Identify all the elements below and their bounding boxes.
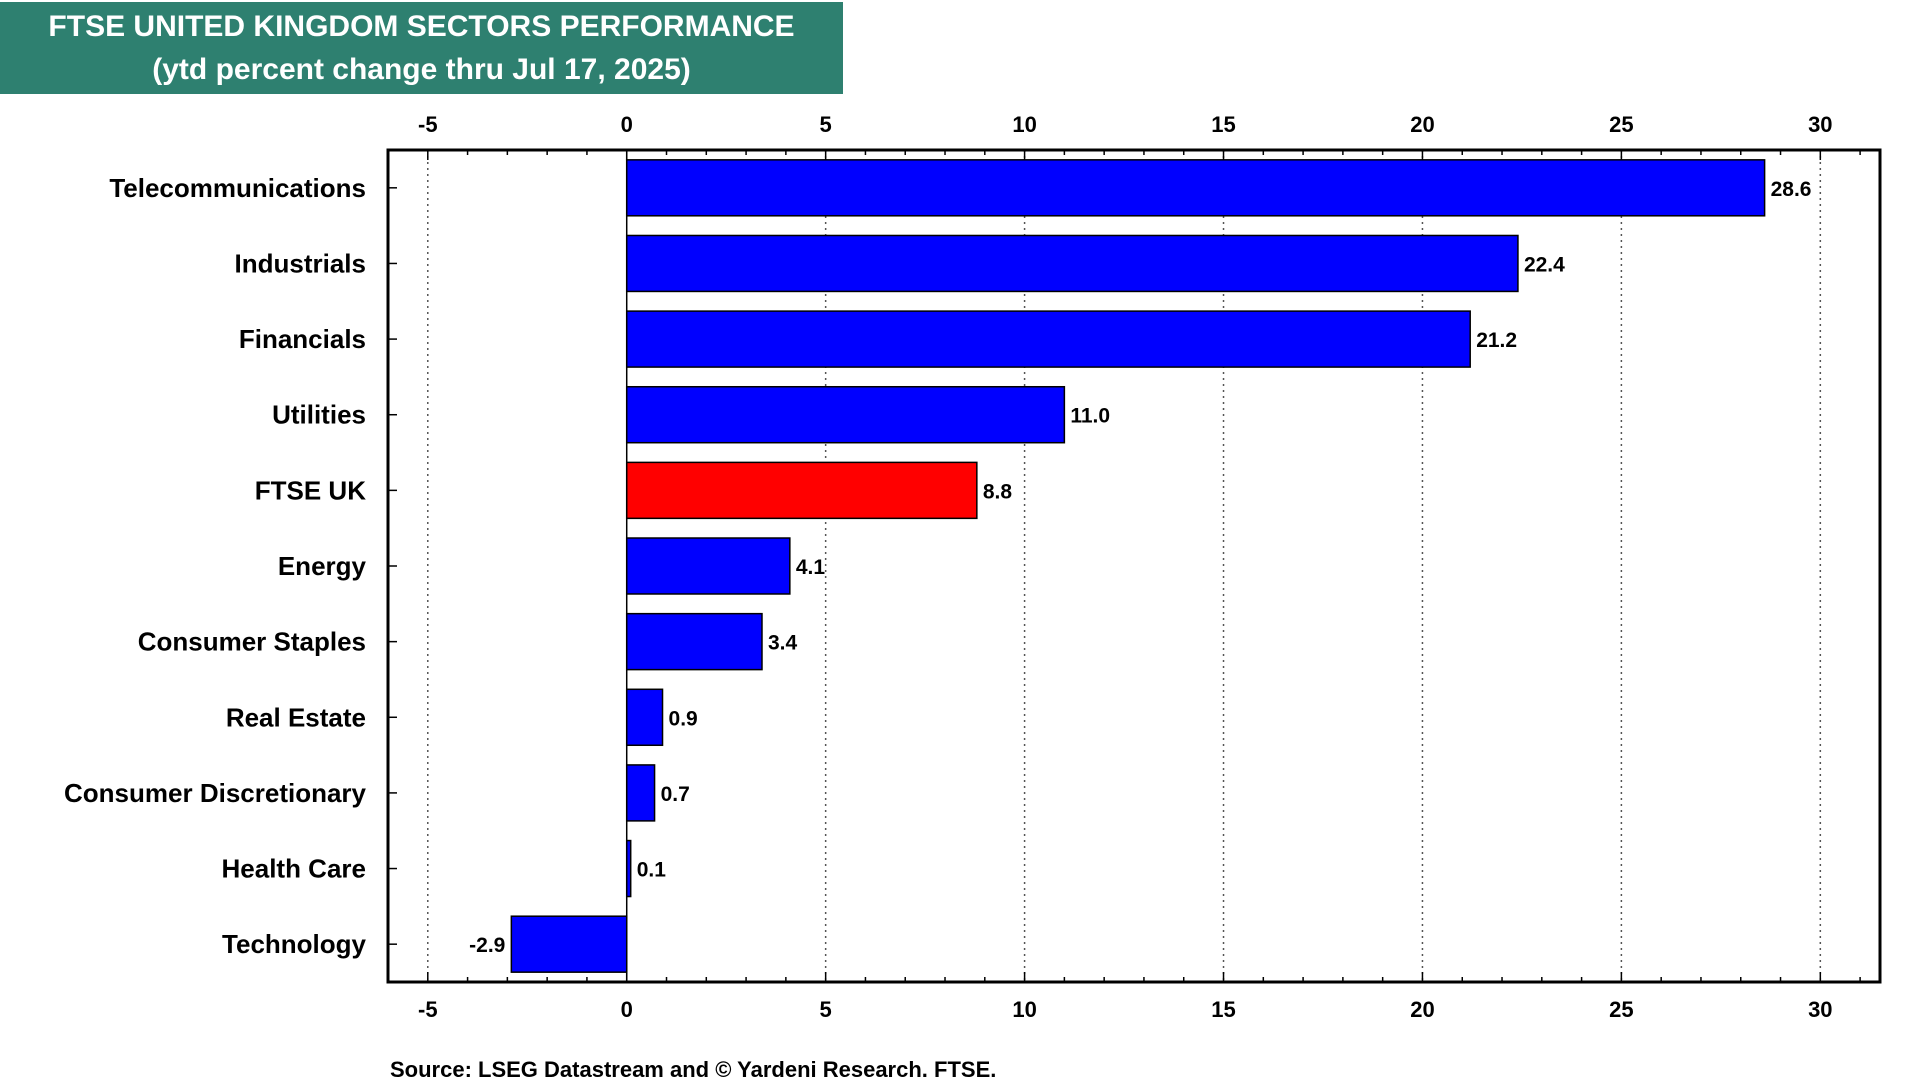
category-label: Industrials (235, 248, 366, 278)
data-label: 0.7 (661, 783, 690, 806)
bar-real-estate (625, 688, 664, 747)
data-label: 8.8 (983, 480, 1013, 503)
bar-consumer-discretionary (625, 764, 656, 822)
chart-title-box: FTSE UNITED KINGDOM SECTORS PERFORMANCE … (0, 2, 843, 94)
data-label: 3.4 (768, 632, 798, 655)
bar-energy (625, 537, 791, 595)
category-label: Utilities (272, 400, 366, 430)
source-note: Source: LSEG Datastream and © Yardeni Re… (390, 1057, 997, 1082)
bar-consumer-staples (625, 612, 763, 671)
bar-ftse-uk (625, 461, 978, 520)
x-tick-label-top: 10 (1012, 112, 1036, 137)
category-label: Health Care (222, 854, 367, 884)
category-label: Energy (278, 551, 367, 581)
x-tick-label-bottom: -5 (418, 997, 438, 1022)
data-label: 0.1 (637, 859, 667, 882)
x-tick-label-bottom: 15 (1211, 997, 1235, 1022)
bar-telecommunications (625, 159, 1766, 217)
data-label: -2.9 (469, 934, 505, 957)
data-label: 11.0 (1070, 405, 1110, 428)
x-tick-label-bottom: 25 (1609, 997, 1633, 1022)
data-label: 0.9 (669, 707, 698, 730)
data-label: 21.2 (1476, 329, 1517, 352)
x-tick-label-bottom: 0 (621, 997, 633, 1022)
plot-frame (386, 148, 1882, 984)
x-tick-label-bottom: 30 (1808, 997, 1832, 1022)
x-tick-label-top: 5 (820, 112, 832, 137)
x-tick-label-bottom: 10 (1012, 997, 1036, 1022)
x-tick-label-top: 15 (1211, 112, 1235, 137)
data-label: 28.6 (1771, 178, 1812, 201)
chart-subtitle: (ytd percent change thru Jul 17, 2025) (152, 53, 691, 86)
category-label: Consumer Discretionary (64, 778, 367, 808)
category-label: Real Estate (226, 702, 366, 732)
bar-technology (510, 915, 628, 973)
category-label: Financials (239, 324, 366, 354)
chart-title: FTSE UNITED KINGDOM SECTORS PERFORMANCE (48, 10, 795, 43)
x-tick-label-top: 0 (621, 112, 633, 137)
category-label: Telecommunications (109, 173, 366, 203)
x-tick-label-top: 30 (1808, 112, 1832, 137)
bar-industrials (625, 234, 1519, 293)
category-label: Technology (222, 929, 367, 959)
x-tick-label-bottom: 20 (1410, 997, 1434, 1022)
x-tick-label-top: 25 (1609, 112, 1633, 137)
bar-health-care (625, 839, 632, 898)
data-label: 22.4 (1524, 253, 1565, 276)
category-label: Consumer Staples (138, 627, 366, 657)
data-label: 4.1 (796, 556, 826, 579)
category-label: FTSE UK (255, 475, 366, 505)
x-tick-label-top: -5 (418, 112, 438, 137)
x-tick-label-top: 20 (1410, 112, 1434, 137)
bar-utilities (625, 385, 1066, 444)
x-tick-label-bottom: 5 (820, 997, 832, 1022)
bar-financials (625, 310, 1471, 368)
